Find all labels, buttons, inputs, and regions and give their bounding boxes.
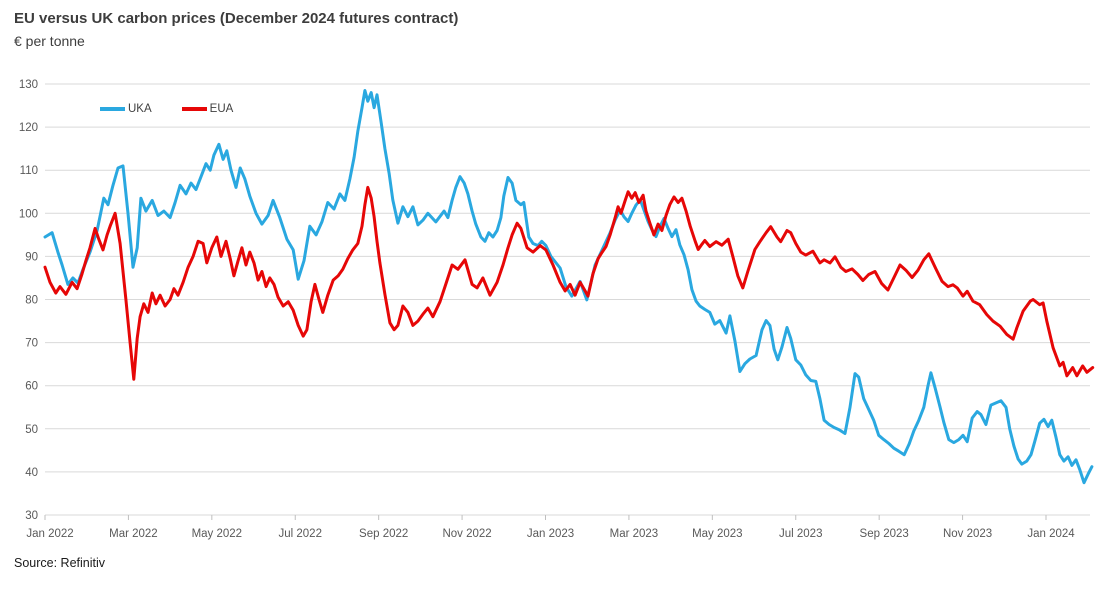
x-axis-label: Nov 2023: [943, 528, 992, 540]
y-axis-label: 80: [25, 295, 38, 307]
x-axis-label: Sep 2022: [359, 528, 408, 540]
legend: UKA EUA: [100, 103, 233, 115]
x-axis-label: May 2023: [692, 528, 743, 540]
legend-swatch-eua: [181, 107, 207, 111]
source-note: Source: Refinitiv: [14, 556, 106, 570]
chart-title: EU versus UK carbon prices (December 202…: [14, 10, 459, 27]
x-axis-label: Jan 2022: [26, 528, 73, 540]
legend-item-eua: EUA: [181, 103, 234, 115]
x-axis-label: Sep 2023: [860, 528, 909, 540]
legend-label: UKA: [128, 103, 152, 115]
y-axis-label: 130: [19, 79, 38, 91]
x-axis-label: Jul 2023: [779, 528, 822, 540]
legend-swatch-uka: [100, 107, 125, 111]
y-axis-label: 30: [25, 510, 38, 522]
y-axis-label: 100: [19, 208, 38, 220]
x-axis-label: Jul 2022: [279, 528, 322, 540]
y-axis-label: 120: [19, 122, 38, 134]
y-axis-label: 50: [25, 424, 38, 436]
eua-line: [43, 185, 1095, 381]
y-axis-label: 70: [25, 338, 38, 350]
y-axis-label: 90: [25, 251, 38, 263]
x-axis-label: Mar 2022: [109, 528, 158, 540]
chart-subtitle: € per tonne: [14, 33, 85, 49]
x-axis-label: May 2022: [192, 528, 243, 540]
legend-label: EUA: [209, 103, 234, 115]
x-axis-label: Mar 2023: [610, 528, 659, 540]
legend-item-uka: UKA: [100, 103, 152, 115]
y-axis-label: 110: [20, 165, 38, 177]
x-axis-label: Nov 2022: [442, 528, 491, 540]
y-axis-label: 40: [25, 467, 38, 479]
y-axis-label: 60: [25, 381, 38, 393]
x-axis-label: Jan 2023: [527, 528, 574, 540]
x-axis-label: Jan 2024: [1027, 528, 1075, 540]
